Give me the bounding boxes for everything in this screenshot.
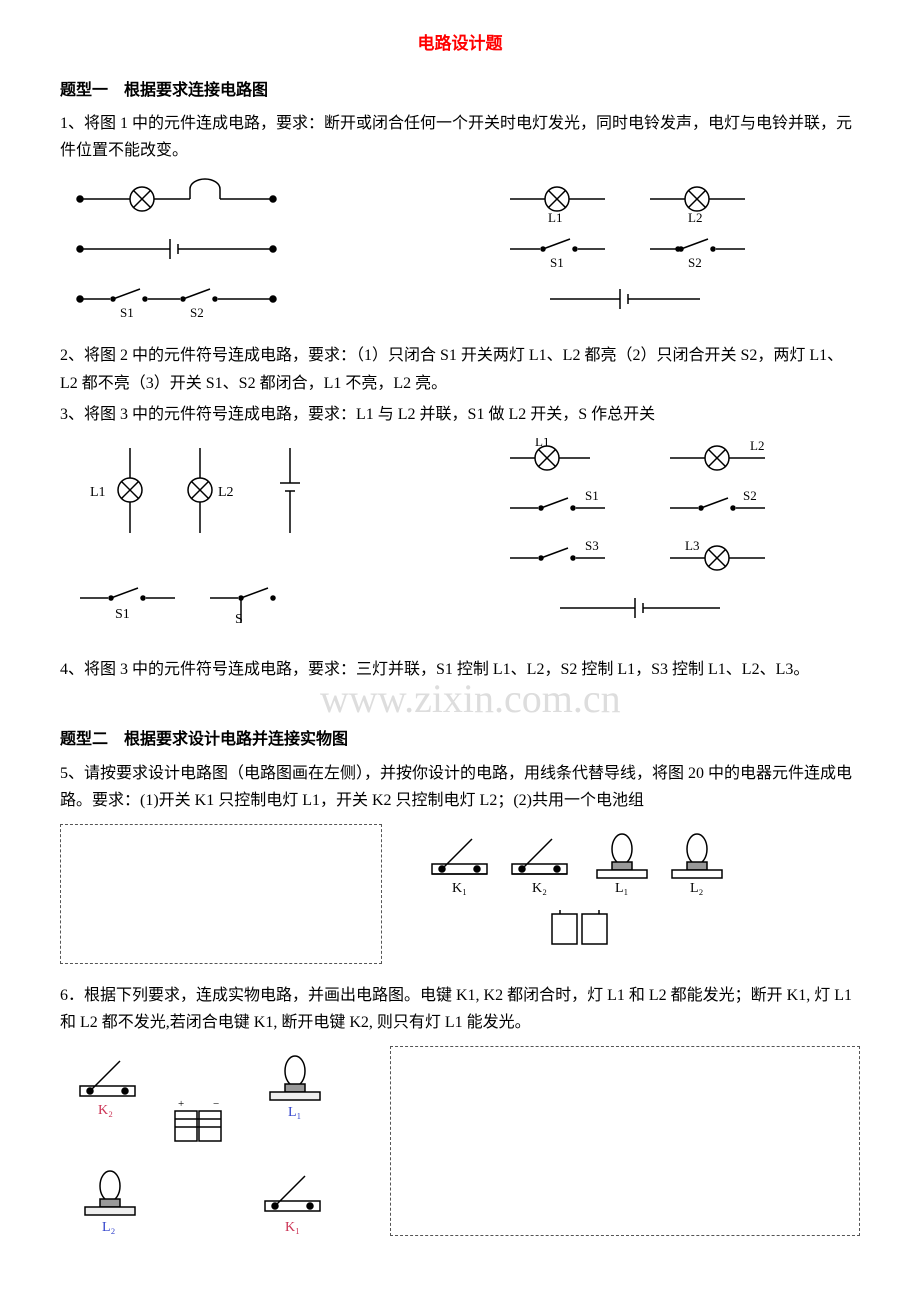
diagram-3-right: L1 L2 S1 S2 S3 L3 [490,438,860,638]
label-s3-r: S3 [585,538,599,553]
problem-6-text: 6．根据下列要求，连成实物电路，并画出电路图。电键 K1, K2 都闭合时，灯 … [60,982,860,1036]
components-5: K₁ K₂ L₁ L₂ [412,824,860,964]
label-k1-5: K₁ [452,881,467,896]
label-s1-r: S1 [585,488,599,503]
label-l3-r: L3 [685,538,699,553]
components-6: + − K₂ L₁ [60,1046,390,1236]
label-s1: S1 [120,305,134,320]
label-l2-r: L2 [750,438,764,453]
diagram-row-5: K₁ K₂ L₁ L₂ [60,824,860,964]
problem-1-text: 1、将图 1 中的元件连成电路，要求：断开或闭合任何一个开关时电灯发光，同时电铃… [60,110,860,164]
label-l2-6: L₂ [102,1220,116,1235]
section2-heading: 题型二 根据要求设计电路并连接实物图 [60,726,860,753]
label-l1-r: L1 [535,438,549,449]
diagram-1-left: S1 S2 [60,174,430,324]
problem-4-text: 4、将图 3 中的元件符号连成电路，要求：三灯并联，S1 控制 L1、L2，S2… [60,656,860,683]
label-l1-5: L₁ [615,881,628,896]
label-s2-r: S2 [743,488,757,503]
label-s1-d3: S1 [115,607,130,622]
svg-text:+: + [178,1098,184,1110]
problem-3-text: 3、将图 3 中的元件符号连成电路，要求：L1 与 L2 并联，S1 做 L2 … [60,401,860,428]
section1-heading: 题型一 根据要求连接电路图 [60,77,860,104]
label-k2-5: K₂ [532,881,547,896]
diagram-1-right: L1 L2 S1 S2 [490,174,860,324]
diagram-3-left: L1 L2 S1 S [60,438,430,638]
label-k2-6: K₂ [98,1103,113,1118]
label-l1-d3: L1 [90,485,106,500]
page-title: 电路设计题 [60,30,860,59]
label-s1b: S1 [550,255,564,270]
diagram-row-6: + − K₂ L₁ [60,1046,860,1236]
label-l1: L1 [548,210,562,225]
label-l2-5: L₂ [690,881,704,896]
diagram-row-1: S1 S2 [60,174,860,324]
label-s2b: S2 [688,255,702,270]
svg-text:−: − [213,1098,219,1110]
label-k1-6: K₁ [285,1220,300,1235]
label-l2: L2 [688,210,702,225]
answer-box-6 [390,1046,860,1236]
label-l1-6: L₁ [288,1105,301,1120]
problem-5-text: 5、请按要求设计电路图（电路图画在左侧），并按你设计的电路，用线条代替导线，将图… [60,760,860,814]
answer-box-5 [60,824,382,964]
problem-2-text: 2、将图 2 中的元件符号连成电路，要求：（1）只闭合 S1 开关两灯 L1、L… [60,342,860,396]
label-s-d3: S [235,612,243,627]
label-l2-d3: L2 [218,485,234,500]
label-s2: S2 [190,305,204,320]
diagram-row-2: L1 L2 S1 S [60,438,860,638]
